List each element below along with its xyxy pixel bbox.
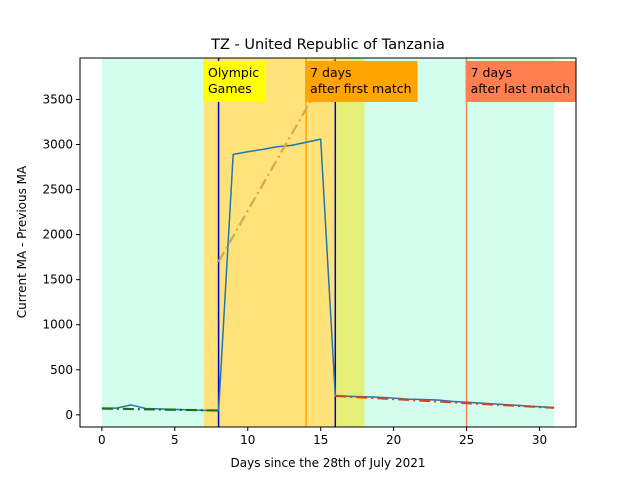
- annotation-1-line1: 7 days: [310, 65, 351, 80]
- chart-title: TZ - United Republic of Tanzania: [210, 37, 445, 53]
- annotation-0-box: [203, 61, 266, 102]
- plot-area: [101, 58, 555, 427]
- y-tick-label-2000: 2000: [42, 228, 73, 242]
- x-tick-label-30: 30: [532, 433, 547, 447]
- y-tick-label-2500: 2500: [42, 183, 73, 197]
- y-tick-label-1500: 1500: [42, 273, 73, 287]
- y-axis-label: Current MA - Previous MA: [15, 165, 29, 318]
- y-tick-label-1000: 1000: [42, 318, 73, 332]
- x-tick-label-10: 10: [240, 433, 255, 447]
- x-tick-label-0: 0: [98, 433, 106, 447]
- annotation-2-line1: 7 days: [471, 65, 512, 80]
- annotation-1-box: [305, 61, 418, 102]
- y-tick-label-0: 0: [65, 408, 73, 422]
- x-tick-label-15: 15: [313, 433, 328, 447]
- x-tick-label-25: 25: [459, 433, 474, 447]
- series-line-main: [101, 138, 555, 412]
- x-tick-label-5: 5: [171, 433, 179, 447]
- band-2: [335, 58, 365, 427]
- annotation-2-line2: after last match: [471, 81, 571, 96]
- y-tick-label-3000: 3000: [42, 138, 73, 152]
- y-tick-label-500: 500: [50, 363, 73, 377]
- x-axis-label: Days since the 28th of July 2021: [231, 456, 426, 470]
- annotation-2-box: [465, 61, 577, 102]
- y-tick-label-3500: 3500: [42, 92, 73, 106]
- trend-line-1: [101, 407, 219, 412]
- trend-line-3: [335, 394, 555, 409]
- x-tick-label-20: 20: [386, 433, 401, 447]
- annotation-1-line2: after first match: [310, 81, 411, 96]
- band-1: [204, 58, 336, 427]
- annotation-0-line2: Games: [208, 81, 252, 96]
- plot-frame: [79, 57, 577, 428]
- annotation-0-line1: Olympic: [208, 65, 259, 80]
